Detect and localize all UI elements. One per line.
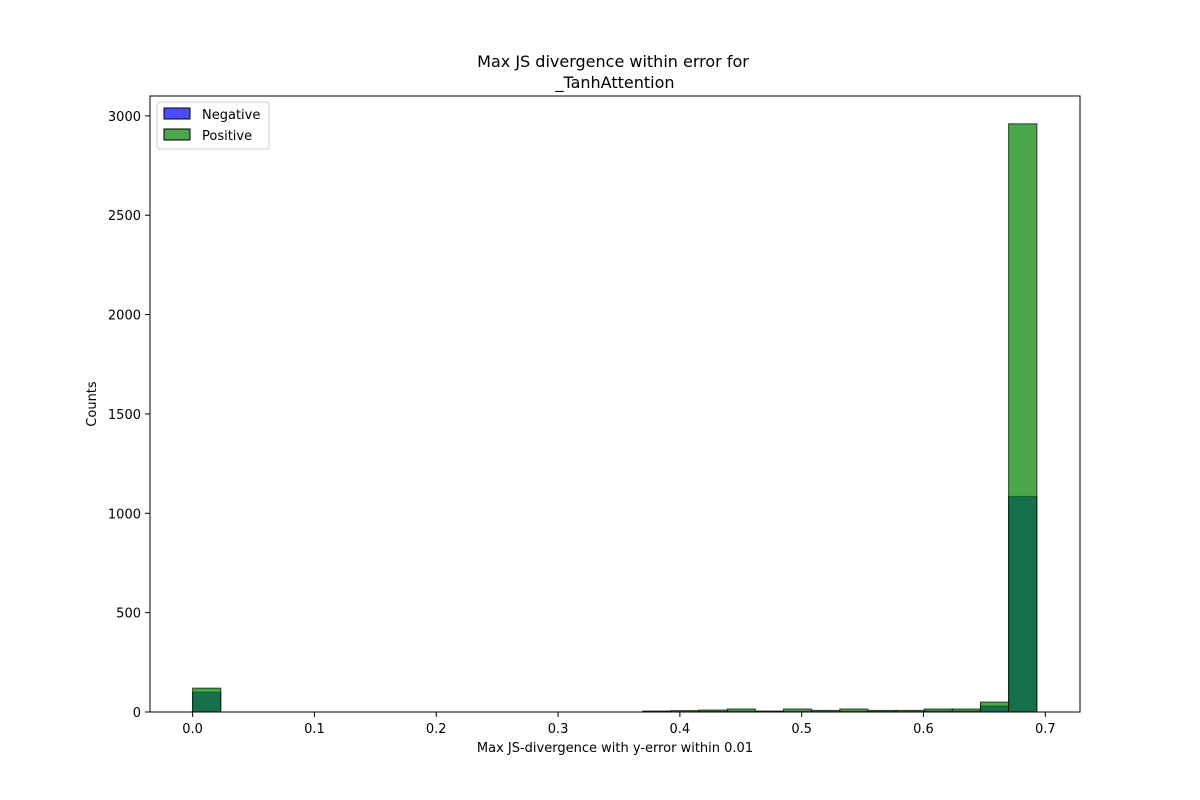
legend-swatch-positive xyxy=(163,128,191,141)
x-axis: 0.0 0.1 0.2 0.3 0.4 0.5 0.6 0.7 xyxy=(182,712,1056,737)
x-tick-label-3: 0.3 xyxy=(548,722,569,737)
bar-positive-29 xyxy=(1008,123,1038,713)
bar-positive-0 xyxy=(192,687,222,713)
chart-title-line-2: _TanhAttention xyxy=(554,73,674,93)
y-tick-label-3: 1500 xyxy=(108,408,141,423)
chart-title: Max JS divergence within error for _Tanh… xyxy=(477,52,749,93)
legend-swatch-negative xyxy=(163,107,191,120)
y-axis-label: Counts xyxy=(85,381,100,427)
x-tick-label-5: 0.5 xyxy=(791,722,812,737)
y-tick-label-2: 1000 xyxy=(108,507,141,522)
bar-positive-28 xyxy=(979,701,1010,713)
y-axis: 0 500 1000 1500 2000 2500 3000 xyxy=(108,110,150,721)
y-tick-label-5: 2500 xyxy=(108,209,141,224)
x-tick-label-6: 0.6 xyxy=(913,722,934,737)
x-tick-label-7: 0.7 xyxy=(1035,722,1056,737)
plot-frame xyxy=(149,95,1081,713)
x-axis-label: Max JS-divergence with y-error within 0.… xyxy=(477,741,753,756)
y-tick-label-6: 3000 xyxy=(108,110,141,125)
legend-label-positive: Positive xyxy=(202,129,252,144)
legend-label-negative: Negative xyxy=(202,108,260,123)
series-positive xyxy=(192,123,1038,713)
x-tick-label-0: 0.0 xyxy=(182,722,203,737)
x-tick-label-2: 0.2 xyxy=(426,722,447,737)
y-tick-label-1: 500 xyxy=(116,607,141,622)
x-tick-label-1: 0.1 xyxy=(304,722,325,737)
series-negative xyxy=(192,495,1038,713)
y-tick-label-0: 0 xyxy=(133,706,141,721)
legend: Negative Positive xyxy=(156,101,270,150)
x-tick-label-4: 0.4 xyxy=(670,722,691,737)
y-tick-label-4: 2000 xyxy=(108,309,141,324)
chart-title-line-1: Max JS divergence within error for xyxy=(477,52,749,71)
histogram-bars xyxy=(192,123,1038,713)
